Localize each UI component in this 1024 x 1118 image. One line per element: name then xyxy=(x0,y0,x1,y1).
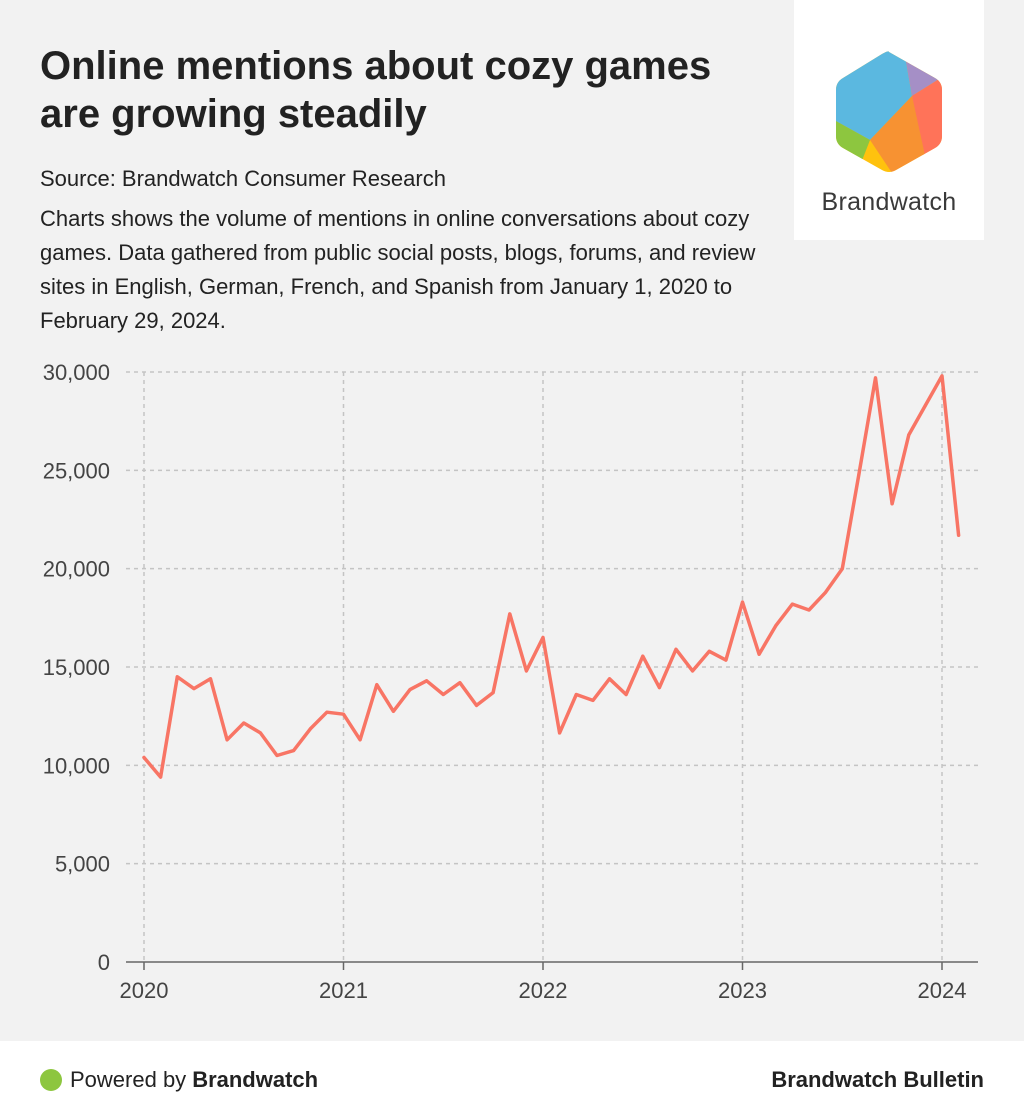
source-line: Source: Brandwatch Consumer Research xyxy=(40,166,446,191)
data-point xyxy=(375,683,379,687)
data-point xyxy=(674,647,678,651)
data-point xyxy=(491,691,495,695)
data-point xyxy=(209,677,212,681)
data-point xyxy=(225,738,229,742)
data-point xyxy=(358,738,362,742)
data-point xyxy=(840,567,844,571)
data-point xyxy=(541,636,545,639)
data-point xyxy=(192,687,196,691)
x-tick-label: 2021 xyxy=(319,978,368,1003)
data-point xyxy=(824,590,828,594)
data-point xyxy=(142,755,146,759)
y-tick-label: 0 xyxy=(98,950,110,975)
y-tick-label: 5,000 xyxy=(55,852,110,877)
data-point xyxy=(308,727,312,731)
data-point xyxy=(724,658,728,662)
y-tick-label: 25,000 xyxy=(43,458,110,483)
data-point xyxy=(292,749,296,753)
green-dot-icon xyxy=(40,1069,62,1091)
data-point xyxy=(741,600,744,604)
data-point xyxy=(790,602,794,606)
chart-axes: 0 5,000 10,000 15,000 20,000 25,000 30,000 2020… xyxy=(43,360,978,1003)
x-tick-label: 2023 xyxy=(718,978,767,1003)
data-point xyxy=(591,698,595,702)
data-point xyxy=(175,675,179,679)
data-point xyxy=(508,612,512,616)
chart-series xyxy=(142,374,961,779)
data-point xyxy=(807,608,811,612)
data-point xyxy=(657,686,661,690)
data-point xyxy=(940,374,944,378)
data-point xyxy=(890,502,894,506)
line-chart: 0 5,000 10,000 15,000 20,000 25,000 30,000 2020… xyxy=(43,360,978,1003)
x-tick-label: 2024 xyxy=(918,978,967,1003)
data-point xyxy=(707,649,711,653)
mentions-series-line xyxy=(142,374,961,779)
powered-by: Powered by Brandwatch xyxy=(40,1067,318,1093)
data-point xyxy=(159,775,163,779)
data-point xyxy=(574,693,578,697)
brand-logo-text: Brandwatch xyxy=(821,188,957,216)
data-point xyxy=(325,710,329,714)
data-point xyxy=(258,731,262,735)
chart-title: Online mentions about cozy games are gro… xyxy=(40,44,712,136)
data-point xyxy=(923,403,927,407)
data-point xyxy=(408,688,412,692)
data-point xyxy=(558,731,562,735)
brandwatch-hexagon-logo-icon xyxy=(836,51,942,172)
data-point xyxy=(391,709,395,713)
data-point xyxy=(524,669,528,673)
data-point xyxy=(774,624,778,628)
y-tick-label: 20,000 xyxy=(43,557,110,582)
data-point xyxy=(907,433,911,437)
data-point xyxy=(857,472,861,476)
y-tick-label: 15,000 xyxy=(43,655,110,680)
footer-bar: Powered by Brandwatch Brandwatch Bulleti… xyxy=(0,1041,1024,1118)
data-point xyxy=(608,677,611,681)
chart-gridlines xyxy=(126,371,978,962)
powered-by-brand: Brandwatch xyxy=(192,1067,319,1092)
bulletin-label: Brandwatch Bulletin xyxy=(771,1067,984,1092)
x-tick-label: 2022 xyxy=(519,978,568,1003)
y-tick-label: 30,000 xyxy=(43,360,110,385)
data-point xyxy=(275,754,279,757)
data-point xyxy=(425,679,429,683)
powered-by-prefix: Powered by xyxy=(70,1067,187,1092)
data-point xyxy=(691,669,695,673)
chart-description: Charts shows the volume of mentions in o… xyxy=(40,206,756,333)
data-point xyxy=(342,712,345,716)
data-point xyxy=(957,533,961,537)
data-point xyxy=(641,654,645,658)
brand-logo-panel: Brandwatch xyxy=(794,0,984,240)
x-tick-label: 2020 xyxy=(120,978,169,1003)
data-point xyxy=(475,703,478,707)
data-point xyxy=(441,693,445,697)
data-point xyxy=(242,721,246,725)
data-point xyxy=(874,376,877,380)
data-point xyxy=(757,652,761,656)
data-point xyxy=(458,681,462,685)
data-point xyxy=(624,693,628,697)
y-tick-label: 10,000 xyxy=(43,753,110,778)
